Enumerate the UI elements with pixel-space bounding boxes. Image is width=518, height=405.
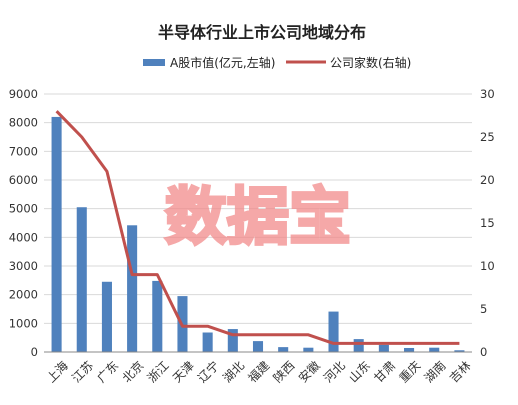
right-tick-label: 5 — [480, 302, 487, 316]
left-tick-label: 3000 — [9, 259, 38, 273]
category-label: 广东 — [94, 358, 121, 385]
bar — [303, 347, 314, 352]
legend-bar-swatch — [143, 59, 165, 66]
bar — [328, 311, 339, 352]
left-tick-label: 9000 — [9, 87, 38, 101]
right-tick-label: 25 — [480, 130, 495, 144]
left-tick-label: 8000 — [9, 116, 38, 130]
bar — [353, 339, 364, 352]
right-tick-label: 20 — [480, 173, 495, 187]
right-tick-label: 0 — [480, 345, 487, 359]
bar — [378, 344, 389, 352]
bar — [252, 341, 264, 352]
bar — [51, 116, 62, 352]
legend-line-label: 公司家数(右轴) — [330, 55, 411, 70]
category-label: 重庆 — [397, 358, 424, 385]
category-label: 上海 — [43, 358, 71, 386]
bar — [404, 347, 415, 352]
category-label: 福建 — [245, 358, 273, 386]
left-tick-label: 6000 — [9, 173, 38, 187]
right-tick-label: 10 — [480, 259, 495, 273]
watermark: 数据宝 — [165, 180, 351, 253]
category-label: 陕西 — [270, 358, 298, 386]
bar — [101, 281, 112, 352]
category-label: 山东 — [346, 358, 373, 385]
right-tick-label: 15 — [480, 216, 495, 230]
bar — [76, 207, 87, 352]
category-label: 安徽 — [295, 358, 323, 386]
legend: A股市值(亿元,左轴) 公司家数(右轴) — [143, 55, 411, 70]
category-label: 天津 — [170, 358, 197, 385]
category-label: 甘肃 — [371, 358, 398, 385]
left-tick-label: 5000 — [9, 202, 38, 216]
left-tick-label: 4000 — [9, 230, 38, 244]
category-label: 江苏 — [69, 358, 96, 385]
bar — [227, 329, 238, 352]
left-axis-ticks: 0 1000 2000 3000 4000 5000 6000 7000 8000 9000 — [9, 87, 38, 359]
category-label: 北京 — [120, 358, 147, 385]
bar — [278, 347, 289, 352]
category-label: 湖南 — [421, 358, 449, 386]
bar — [454, 350, 465, 352]
left-tick-label: 0 — [31, 345, 38, 359]
left-tick-label: 7000 — [9, 144, 38, 158]
category-label: 河北 — [321, 358, 348, 385]
category-label: 辽宁 — [194, 358, 222, 386]
right-tick-label: 30 — [480, 87, 495, 101]
bar — [152, 280, 163, 352]
left-tick-label: 1000 — [9, 316, 38, 330]
chart-title: 半导体行业上市公司地域分布 — [158, 23, 366, 42]
line-series — [55, 110, 460, 345]
bar — [127, 225, 138, 352]
bar — [429, 347, 440, 352]
right-axis-ticks: 0 5 10 15 20 25 30 — [480, 87, 495, 359]
category-label: 吉林 — [447, 358, 474, 385]
category-label: 湖北 — [220, 358, 248, 386]
legend-bar-label: A股市值(亿元,左轴) — [170, 55, 275, 70]
category-label: 浙江 — [145, 358, 172, 385]
left-tick-label: 2000 — [9, 288, 38, 302]
bar — [202, 332, 213, 352]
